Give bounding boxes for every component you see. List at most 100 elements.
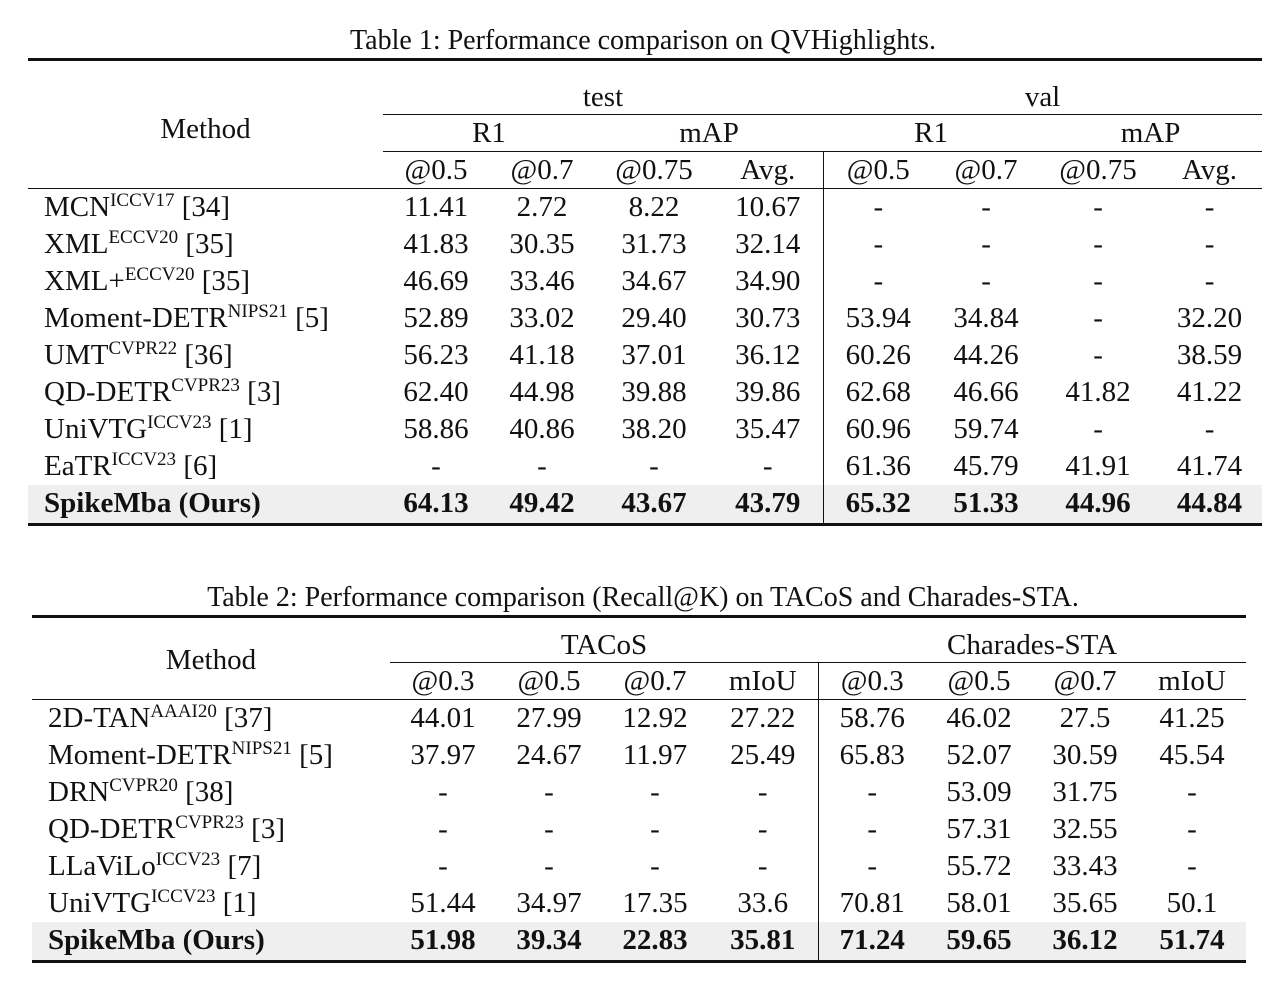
best-value-cell: 43.67 (595, 484, 713, 526)
value-cell: 58.01 (946, 886, 1012, 919)
value-cell: - (817, 810, 926, 848)
citation-ref: [3] (251, 812, 285, 845)
table1: Method test val R1 mAP R1 mAP @0.5 @0.7 … (28, 58, 1263, 526)
table1-header-row-2: R1 mAP R1 mAP (28, 114, 1263, 152)
value-cell: - (822, 262, 934, 300)
best-value-cell: 51.33 (933, 484, 1040, 526)
citation-ref: [34] (181, 190, 231, 223)
value-cell: 58.86 (403, 412, 469, 445)
value-cell: 46.02 (926, 699, 1032, 737)
value-cell: 46.69 (403, 264, 469, 297)
table2-col-header: @0.3 (817, 662, 926, 700)
best-method-name: SpikeMba (Ours) (32, 921, 390, 963)
table1-method-cell: QD-DETRCVPR23 [3] (28, 374, 383, 411)
venue-tag: AAAI20 (150, 700, 217, 722)
best-value-cell: 39.34 (496, 921, 602, 963)
best-value-cell: 59.65 (926, 921, 1032, 963)
table2-block: Table 2: Performance comparison (Recall@… (0, 581, 1286, 963)
value-cell: 34.67 (621, 264, 687, 297)
table1-col-header: @0.75 (1059, 153, 1137, 186)
table1-col-header: @0.5 (404, 153, 468, 186)
value-cell: 30.35 (509, 227, 575, 260)
table1-row: Moment-DETRNIPS21 [5] 52.89 33.02 29.40 30.7… (28, 299, 1262, 337)
citation-ref: [3] (247, 375, 281, 408)
value-cell: - (1093, 301, 1103, 334)
value-cell: 27.99 (496, 699, 602, 737)
value-cell: 41.22 (1176, 375, 1243, 408)
venue-tag: ICCV23 (155, 848, 221, 870)
venue-tag: ECCV20 (108, 226, 179, 248)
table2-col-header: @0.3 (411, 664, 475, 697)
table1-body: MCNICCV17 [34] 11.41 2.72 8.22 10.67- - - - XMLE… (28, 188, 1263, 526)
method-name: LLaViLo (48, 849, 156, 882)
value-cell: - (438, 849, 448, 882)
best-value-cell: 51.74 (1138, 921, 1247, 963)
table1-header-row-3: @0.5 @0.7 @0.75 Avg. @0.5 @0.7 @0.75 Avg… (28, 151, 1262, 189)
table2-group-charades: Charades-STA (818, 615, 1247, 663)
best-method-name: SpikeMba (Ours) (28, 484, 383, 526)
value-cell: 17.35 (622, 886, 688, 919)
table1-subgroup: R1 (823, 114, 1040, 152)
value-cell: 32.14 (735, 227, 801, 260)
citation-ref: [5] (295, 301, 329, 334)
value-cell: - (544, 812, 554, 845)
table1-method-cell: UniVTGICCV23 [1] (28, 411, 383, 448)
value-cell: - (817, 773, 926, 811)
value-cell: 61.36 (822, 447, 934, 485)
value-cell: - (1187, 775, 1197, 808)
method-name: UniVTG (48, 886, 152, 919)
value-cell: 12.92 (602, 699, 708, 737)
table1-method-header: Method (28, 58, 383, 152)
value-cell: 60.26 (822, 336, 934, 374)
table2-row: UniVTGICCV23 [1] 51.44 34.97 17.35 33.6 70.81… (32, 884, 1246, 922)
value-cell: 33.02 (509, 301, 575, 334)
citation-ref: [36] (184, 338, 233, 371)
value-cell: - (762, 449, 773, 482)
value-cell: 30.59 (1052, 738, 1118, 771)
value-cell: 45.54 (1159, 738, 1225, 771)
table2-row: 2D-TANAAAI20 [37] 44.01 27.99 12.92 27.22 58.… (32, 699, 1247, 737)
value-cell: 33.46 (509, 264, 575, 297)
value-cell: 52.07 (946, 738, 1012, 771)
table1-subgroup: mAP (1039, 114, 1263, 152)
value-cell: 44.26 (953, 338, 1019, 371)
value-cell: 58.76 (817, 699, 926, 737)
table1-group-val: val (823, 58, 1263, 115)
method-name: QD-DETR (44, 375, 172, 408)
value-cell: 36.12 (735, 338, 801, 371)
venue-tag: ICCV23 (151, 885, 216, 907)
method-name: Moment-DETR (48, 738, 232, 771)
value-cell: 38.59 (1176, 338, 1243, 371)
citation-ref: [35] (201, 264, 251, 297)
value-cell: 29.40 (621, 301, 687, 334)
table2-best-row: SpikeMba (Ours) 51.98 39.34 22.83 35.81 71.24… (32, 921, 1247, 963)
table2-col-header: @0.7 (623, 664, 687, 697)
value-cell: 40.86 (509, 412, 575, 445)
table1-col-header: Avg. (740, 153, 796, 186)
value-cell: 39.86 (735, 375, 801, 408)
value-cell: 38.20 (621, 412, 687, 445)
table2-col-header: @0.7 (1053, 664, 1117, 697)
table1-block: Table 1: Performance comparison on QVHig… (0, 24, 1286, 526)
table2-col-header: @0.5 (517, 664, 581, 697)
value-cell: 34.84 (953, 301, 1019, 334)
table1-row: XMLECCV20 [35] 41.83 30.35 31.73 32.14- - - - (28, 225, 1262, 263)
table1-method-cell: Moment-DETRNIPS21 [5] (28, 300, 383, 337)
value-cell: 39.88 (621, 375, 687, 408)
value-cell: - (544, 775, 554, 808)
table2-group-tacos: TACoS (390, 615, 818, 663)
citation-ref: [1] (218, 412, 253, 445)
table1-row: MCNICCV17 [34] 11.41 2.72 8.22 10.67- - - - (28, 188, 1263, 226)
value-cell: - (650, 775, 660, 808)
table2-row: QD-DETRCVPR23 [3] - - - - -57.31 32.55- (32, 810, 1246, 848)
value-cell: 10.67 (713, 188, 824, 226)
method-name: UMT (44, 338, 109, 371)
table2-row: DRNCVPR20 [38] - - - - -53.09 31.75- (32, 773, 1246, 811)
value-cell: 56.23 (403, 338, 469, 371)
value-cell: 32.20 (1176, 301, 1243, 334)
value-cell: 59.74 (953, 412, 1019, 445)
citation-ref: [6] (183, 449, 218, 482)
table2-method-cell: LLaViLoICCV23 [7] (32, 848, 390, 885)
value-cell: - (544, 849, 554, 882)
table1-row: UMTCVPR22 [36] 56.23 41.18 37.01 36.12 60.26 4… (28, 336, 1262, 374)
